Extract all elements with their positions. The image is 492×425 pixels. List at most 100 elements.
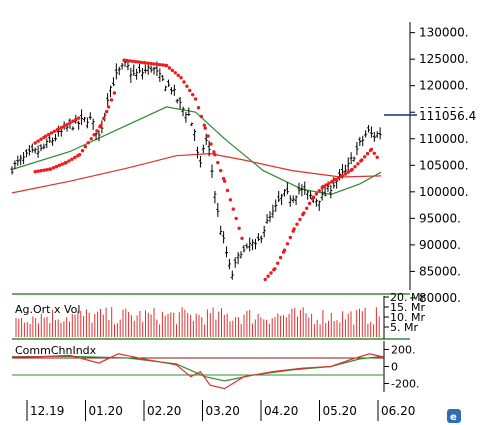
sar-dot-lower [321, 184, 325, 189]
sar-dot-lower [89, 137, 93, 141]
sar-dot-lower [70, 157, 74, 161]
sar-dot-lower [64, 160, 68, 165]
sar-dot-upper [176, 73, 180, 78]
volume-tick-label: 10. Mr [390, 311, 425, 324]
volume-tick-label: 15. Mr [390, 301, 425, 314]
sar-dot-upper [221, 176, 226, 181]
sar-dot-lower [269, 271, 273, 275]
sar-dot-upper [152, 62, 156, 66]
date-tick-label: 03.20 [206, 404, 240, 418]
sar-dot-lower [67, 159, 71, 163]
date-tick-label: 06.20 [381, 404, 415, 418]
sar-dot-lower [288, 235, 292, 240]
cci-tick-label: -200. [391, 378, 419, 391]
sar-dot-upper [52, 129, 57, 133]
sar-dot-lower [298, 217, 302, 222]
sar-dot-lower [285, 242, 290, 246]
sar-dot-lower [60, 162, 64, 166]
sar-dot-lower [350, 167, 354, 172]
last-value-label: 111056.4 [419, 109, 476, 123]
sar-dot-upper [231, 207, 235, 211]
sar-dot-lower [83, 145, 88, 149]
sar-dot-lower [45, 168, 49, 172]
sar-dot-lower [331, 179, 335, 183]
sar-dot-lower [42, 168, 46, 172]
price-tick-label: 100000. [419, 185, 469, 199]
cci-title: CommChnIndx [15, 344, 97, 357]
sar-dot-upper [164, 63, 169, 68]
volume-title: Ag.Ort x Vol [15, 303, 80, 316]
sar-dot-upper [122, 58, 126, 62]
volume-tick-label: 5. Mr [390, 321, 418, 334]
sar-dot-lower [276, 261, 280, 265]
sar-dot-upper [196, 106, 201, 110]
sar-dot-upper [206, 134, 210, 138]
sar-dot-lower [99, 123, 103, 128]
sar-dot-lower [334, 177, 338, 182]
date-tick-label: 01.20 [89, 404, 123, 418]
price-tick-label: 80000. [419, 291, 461, 305]
sar-dot-upper [225, 188, 230, 193]
date-tick-label: 04.20 [264, 404, 298, 418]
sar-dot-upper [203, 126, 207, 130]
sar-dot-upper [149, 61, 153, 66]
last-value-box [417, 108, 489, 123]
sar-dot-lower [311, 195, 316, 199]
sar-dot-upper [68, 121, 72, 125]
sar-dot-lower [360, 158, 364, 162]
sar-dot-upper [36, 139, 40, 143]
sar-dot-lower [273, 267, 277, 271]
sar-dot-lower [372, 151, 376, 155]
sar-dot-lower [39, 169, 43, 173]
cci-tick-label: 0 [391, 361, 398, 374]
sar-dot-lower [363, 155, 367, 159]
cci-line [11, 353, 385, 390]
sar-dot-upper [33, 141, 37, 145]
moving-average-red-line [11, 152, 382, 194]
sar-dot-lower [278, 255, 283, 260]
sar-dot-lower [33, 170, 37, 174]
sar-dot-upper [74, 117, 78, 122]
sar-dot-lower [95, 129, 99, 133]
sar-dot-lower [106, 105, 111, 109]
sar-dot-lower [80, 149, 85, 153]
sar-dot-lower [302, 211, 306, 215]
sar-dot-lower [282, 248, 287, 252]
sar-dot-upper [240, 236, 244, 240]
sar-dot-upper [222, 179, 227, 183]
sar-dot-lower [86, 141, 91, 145]
sar-dot-upper [44, 134, 48, 138]
sar-dot-lower [340, 174, 345, 178]
sar-dot-lower [109, 98, 114, 102]
sar-dot-lower [365, 151, 370, 156]
volume-panel [15, 307, 380, 337]
sar-dot-upper [128, 59, 132, 63]
sar-dot-upper [143, 61, 147, 65]
price-tick-label: 90000. [419, 238, 461, 252]
price-tick-label: 120000. [419, 79, 469, 93]
sar-dot-lower [57, 163, 61, 168]
sar-dot-upper [182, 80, 186, 84]
sar-dot-lower [336, 176, 341, 180]
sar-dot-lower [346, 170, 350, 174]
sar-dot-lower [73, 155, 77, 160]
sar-dot-lower [317, 189, 321, 193]
price-tick-label: 95000. [419, 211, 461, 225]
sar-dot-lower [307, 201, 312, 206]
cci-axis-ticks: 200. 0 -200. [384, 344, 419, 391]
cci-signal-line [11, 355, 385, 382]
sar-dot-lower [92, 133, 96, 137]
sar-dot-upper [65, 122, 69, 127]
sar-dot-upper [146, 61, 150, 65]
price-tick-label: 105000. [419, 158, 469, 172]
sar-dot-lower [105, 109, 109, 114]
sar-dot-upper [188, 88, 192, 93]
sar-dot-lower [305, 206, 309, 210]
chart-settings-button[interactable]: e [447, 409, 461, 423]
sar-dot-lower [375, 155, 379, 159]
sar-dot-upper [134, 60, 138, 64]
volume-tick-label: 20. Mr [390, 291, 425, 304]
sar-dot-lower [353, 165, 357, 169]
sar-dot-upper [170, 68, 175, 73]
